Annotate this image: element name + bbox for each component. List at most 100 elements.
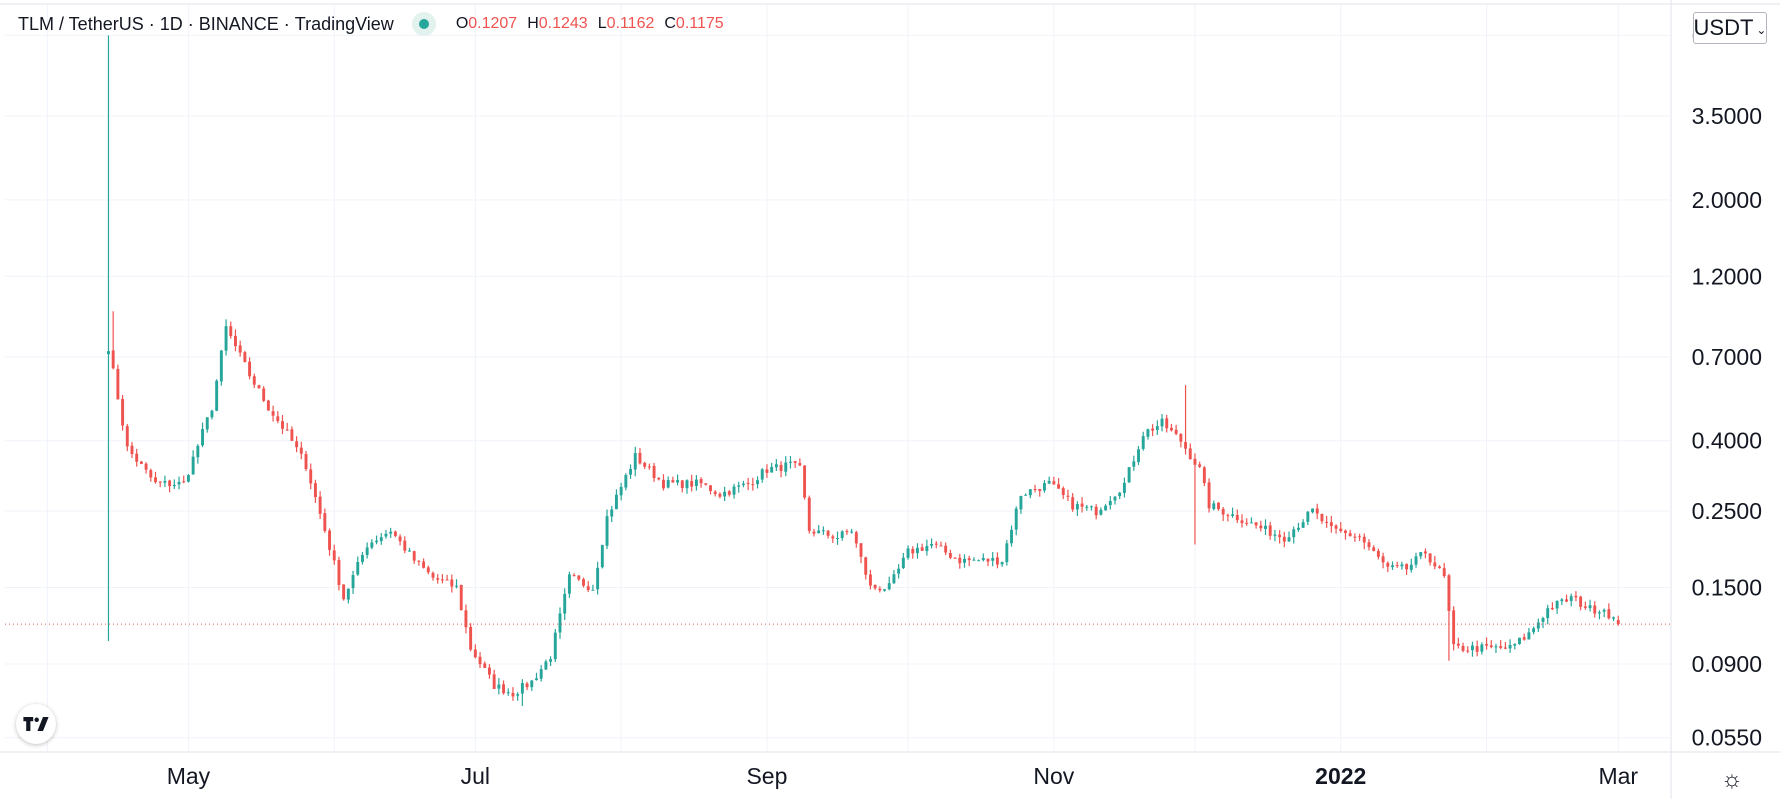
candle-up xyxy=(356,556,360,576)
ohlc-close: C0.1175 xyxy=(664,15,723,33)
source-label: TradingView xyxy=(294,13,394,34)
candles xyxy=(5,35,1670,706)
gear-icon[interactable]: ☼ xyxy=(1721,766,1743,793)
candle-down xyxy=(1038,488,1042,497)
candle-up xyxy=(1409,558,1413,573)
candle-down xyxy=(831,534,835,543)
candle-body xyxy=(779,464,783,472)
candle-down xyxy=(323,508,327,533)
candle-body xyxy=(986,558,990,562)
candle-body xyxy=(1541,618,1545,622)
candle-down xyxy=(864,556,868,580)
candle-body xyxy=(116,368,120,400)
chevron-down-icon: ⌄ xyxy=(1756,23,1767,37)
candle-body xyxy=(398,536,402,542)
candle-up xyxy=(1518,637,1521,645)
candle-down xyxy=(1221,507,1225,521)
candle-body xyxy=(1057,484,1061,489)
candle-body xyxy=(821,530,825,532)
candle-down xyxy=(1094,504,1098,520)
tradingview-logo-icon[interactable] xyxy=(16,704,56,744)
candle-body xyxy=(1193,458,1197,465)
candle-down xyxy=(1202,465,1206,487)
candle-body xyxy=(915,547,919,554)
candle-body xyxy=(582,579,585,586)
candle-body xyxy=(215,380,219,411)
candle-down xyxy=(459,584,463,611)
candle-down xyxy=(328,528,331,556)
candle-body xyxy=(1428,553,1432,563)
candle-body xyxy=(563,593,567,614)
candle-body xyxy=(1508,644,1512,649)
candle-body xyxy=(1071,497,1075,510)
candle-down xyxy=(393,530,397,538)
candle-body xyxy=(266,400,270,411)
candle-up xyxy=(346,588,350,604)
symbol-name[interactable]: TLM / TetherUS xyxy=(18,13,144,34)
candle-up xyxy=(205,417,209,433)
candle-down xyxy=(1485,637,1489,650)
candle-body xyxy=(883,589,886,591)
candle-body xyxy=(1602,609,1606,612)
candle-down xyxy=(718,492,722,499)
candle-down xyxy=(1433,555,1437,570)
candle-body xyxy=(1597,612,1601,614)
candle-up xyxy=(1541,616,1545,629)
candle-body xyxy=(1282,536,1286,542)
y-tick-label: 0.4000 xyxy=(1692,428,1762,454)
candle-body xyxy=(727,491,731,495)
candle-up xyxy=(1588,599,1592,612)
candle-body xyxy=(680,480,684,489)
candle-body xyxy=(718,493,722,497)
candle-body xyxy=(558,613,562,633)
candle-body xyxy=(1400,564,1404,567)
candle-body xyxy=(360,555,364,562)
currency-select[interactable]: USDT ⌄ xyxy=(1693,12,1767,44)
candle-down xyxy=(487,664,491,679)
candle-up xyxy=(163,475,167,488)
candle-up xyxy=(172,479,176,489)
candle-body xyxy=(201,429,205,446)
candle-body xyxy=(723,491,727,497)
candle-down xyxy=(1344,529,1347,540)
candle-down xyxy=(647,463,651,470)
candle-body xyxy=(807,497,811,531)
candle-up xyxy=(981,553,985,562)
candle-up xyxy=(591,584,595,591)
candle-down xyxy=(577,574,581,582)
candle-down xyxy=(398,534,402,546)
candle-body xyxy=(930,543,934,546)
candle-body xyxy=(845,531,849,533)
candle-body xyxy=(342,584,346,600)
candle-body xyxy=(1348,533,1352,537)
candle-down xyxy=(582,577,585,588)
candle-down xyxy=(798,458,802,467)
candle-body xyxy=(1094,506,1098,516)
candle-down xyxy=(1235,509,1239,524)
candle-body xyxy=(191,456,195,475)
high-label: H xyxy=(527,15,539,32)
candle-down xyxy=(158,481,162,488)
candle-up xyxy=(563,588,567,621)
high-value: 0.1243 xyxy=(538,15,588,32)
candle-up xyxy=(196,444,200,464)
candle-up xyxy=(925,539,929,556)
candle-body xyxy=(1612,617,1616,619)
candle-body xyxy=(356,562,360,575)
candle-body xyxy=(295,441,299,448)
candle-down xyxy=(1061,486,1065,500)
candle-body xyxy=(1231,514,1235,516)
candle-down xyxy=(121,394,125,431)
candle-body xyxy=(925,546,929,552)
candle-body xyxy=(1146,429,1150,437)
candle-down xyxy=(473,644,477,659)
candle-body xyxy=(774,464,778,468)
candle-down xyxy=(1442,562,1446,578)
candle-body xyxy=(1137,449,1140,462)
candle-body xyxy=(878,588,882,591)
candle-body xyxy=(1113,496,1117,501)
candle-down xyxy=(1339,521,1343,533)
interval-label[interactable]: 1D xyxy=(159,13,183,34)
